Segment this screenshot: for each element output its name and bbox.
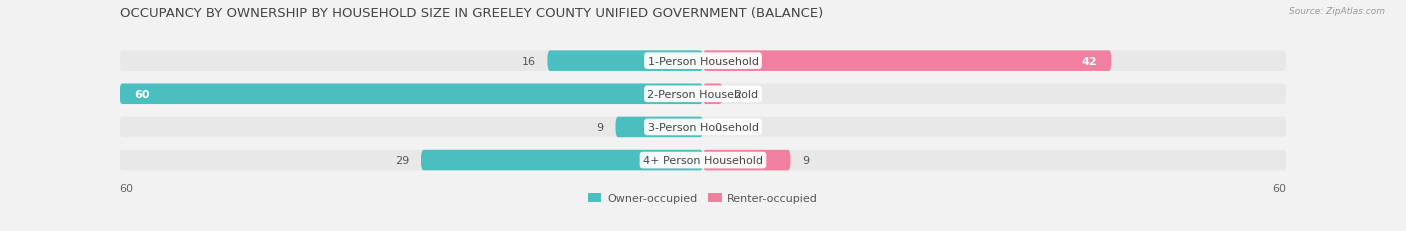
FancyBboxPatch shape	[547, 51, 703, 72]
FancyBboxPatch shape	[703, 150, 790, 171]
Text: 16: 16	[522, 56, 536, 66]
Text: 4+ Person Household: 4+ Person Household	[643, 155, 763, 165]
FancyBboxPatch shape	[616, 117, 703, 138]
Text: Source: ZipAtlas.com: Source: ZipAtlas.com	[1289, 7, 1385, 16]
FancyBboxPatch shape	[120, 117, 1286, 138]
FancyBboxPatch shape	[120, 150, 1286, 171]
Text: 0: 0	[714, 122, 721, 132]
FancyBboxPatch shape	[120, 84, 703, 105]
Text: 42: 42	[1081, 56, 1097, 66]
Text: 3-Person Household: 3-Person Household	[648, 122, 758, 132]
Text: 60: 60	[134, 89, 149, 99]
Text: 29: 29	[395, 155, 409, 165]
Legend: Owner-occupied, Renter-occupied: Owner-occupied, Renter-occupied	[583, 188, 823, 207]
FancyBboxPatch shape	[703, 51, 1111, 72]
Text: 1-Person Household: 1-Person Household	[648, 56, 758, 66]
FancyBboxPatch shape	[420, 150, 703, 171]
FancyBboxPatch shape	[120, 84, 1286, 105]
Text: 9: 9	[803, 155, 810, 165]
Text: 2-Person Household: 2-Person Household	[647, 89, 759, 99]
Text: OCCUPANCY BY OWNERSHIP BY HOUSEHOLD SIZE IN GREELEY COUNTY UNIFIED GOVERNMENT (B: OCCUPANCY BY OWNERSHIP BY HOUSEHOLD SIZE…	[120, 7, 823, 20]
FancyBboxPatch shape	[120, 51, 1286, 72]
Text: 60: 60	[1272, 183, 1286, 193]
Text: 60: 60	[120, 183, 134, 193]
Text: 9: 9	[596, 122, 603, 132]
FancyBboxPatch shape	[703, 84, 723, 105]
Text: 2: 2	[734, 89, 741, 99]
